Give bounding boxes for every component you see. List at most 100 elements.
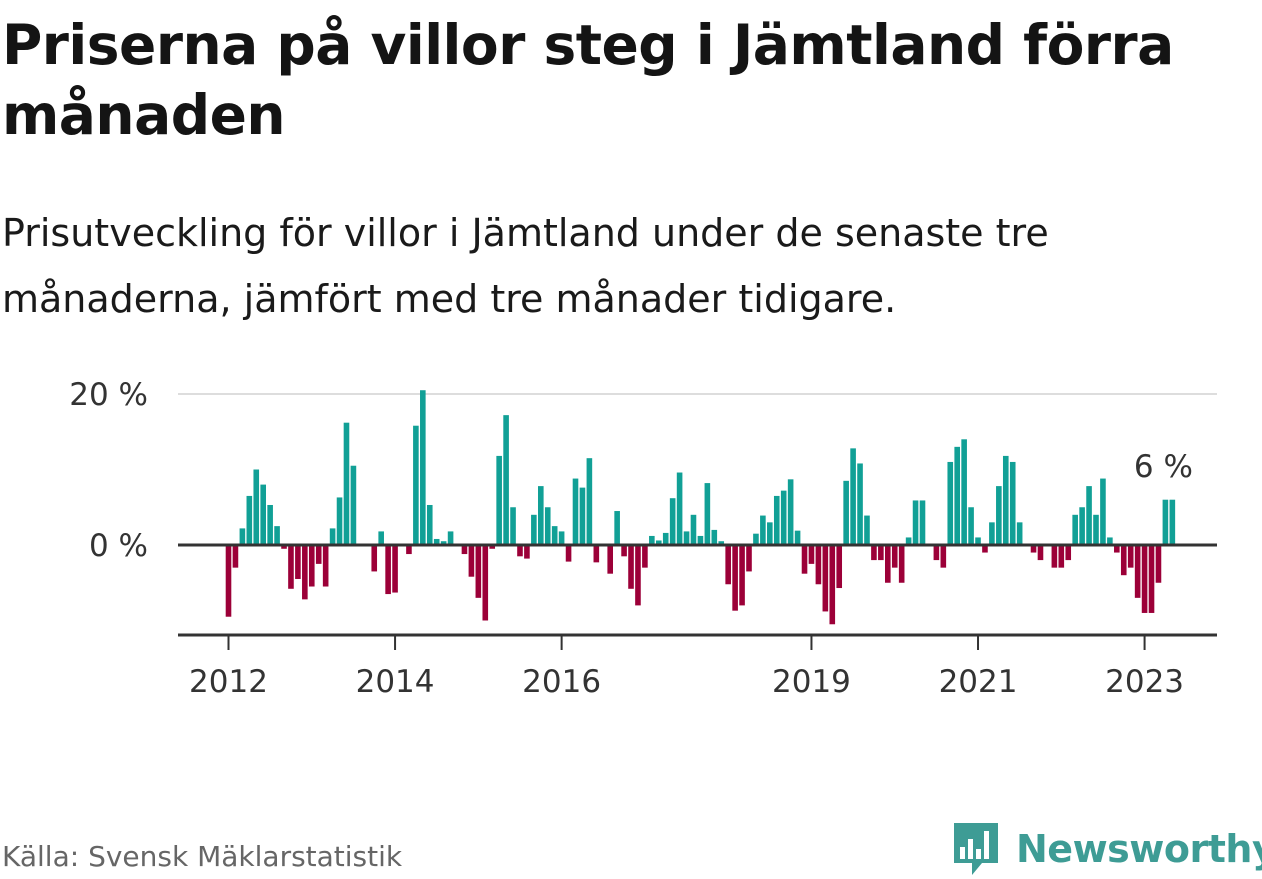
bar xyxy=(1058,545,1065,568)
bar xyxy=(246,495,253,545)
bar xyxy=(1107,537,1113,545)
bar xyxy=(232,545,239,568)
x-tick-label: 2014 xyxy=(356,664,435,700)
bar xyxy=(274,526,280,546)
bar xyxy=(767,522,773,545)
bar xyxy=(878,545,884,561)
bar xyxy=(1072,514,1078,545)
bar xyxy=(669,498,676,545)
bar xyxy=(1016,522,1023,545)
bar xyxy=(864,515,870,546)
bar xyxy=(322,545,329,587)
chart-title: Priserna på villor steg i Jämtland förra… xyxy=(2,13,1174,147)
bar xyxy=(503,415,509,545)
bar xyxy=(739,545,745,606)
bar xyxy=(871,545,877,561)
bar xyxy=(912,500,919,545)
bar xyxy=(989,522,995,545)
bar xyxy=(746,545,752,572)
bar xyxy=(267,504,273,546)
bar xyxy=(433,538,440,545)
bar xyxy=(621,545,627,557)
newsworthy-logo: Newsworthy xyxy=(952,820,1262,878)
bar xyxy=(489,545,496,549)
bar xyxy=(468,545,475,577)
bar xyxy=(954,446,960,545)
bar xyxy=(343,422,350,545)
x-tick-label: 2023 xyxy=(1105,664,1184,700)
bar xyxy=(1065,545,1072,561)
bar xyxy=(794,530,801,545)
bar xyxy=(579,487,586,545)
bar xyxy=(302,545,308,600)
bar xyxy=(891,545,898,568)
bar xyxy=(1120,545,1127,576)
x-tick-label: 2021 xyxy=(939,664,1018,700)
bar xyxy=(614,511,620,546)
bar xyxy=(385,545,391,595)
bar xyxy=(982,545,988,553)
bar xyxy=(1141,545,1148,613)
bar xyxy=(1169,499,1176,545)
bar xyxy=(975,537,981,545)
bar xyxy=(1009,461,1016,545)
bar xyxy=(649,535,655,545)
bar xyxy=(940,545,947,568)
bar xyxy=(885,545,891,583)
brand-name: Newsworthy xyxy=(1016,827,1262,871)
bar xyxy=(850,448,856,545)
bar xyxy=(662,532,669,545)
bar xyxy=(961,439,967,545)
source-note: Källa: Svensk Mäklarstatistik xyxy=(2,840,403,873)
bar xyxy=(1162,499,1169,545)
bar xyxy=(482,545,489,621)
bar xyxy=(1079,507,1085,545)
bar xyxy=(718,541,725,545)
bar xyxy=(517,545,523,557)
bar xyxy=(635,545,641,606)
bar xyxy=(843,480,849,545)
x-tick-label: 2012 xyxy=(189,664,268,700)
chart-subtitle: Prisutveckling för villor i Jämtland und… xyxy=(2,211,1049,321)
y-tick-label: 20 % xyxy=(69,377,148,413)
bar xyxy=(225,545,232,617)
bar xyxy=(822,545,829,612)
bar xyxy=(704,483,711,545)
bar xyxy=(426,504,433,546)
bar xyxy=(628,545,634,589)
bar xyxy=(239,528,246,545)
bar xyxy=(808,545,815,564)
bar xyxy=(1093,514,1099,545)
bar xyxy=(440,541,447,545)
bar xyxy=(378,531,384,545)
bar xyxy=(524,545,530,559)
bar xyxy=(947,461,954,545)
bar xyxy=(253,469,260,545)
bar xyxy=(461,545,468,555)
bar xyxy=(697,535,704,545)
bar xyxy=(836,545,843,589)
bar xyxy=(683,531,690,545)
bar-chart: 0 % 20 % 2012 2014 2016 2019 2021 2023 6 % xyxy=(69,377,1217,700)
x-tick-label: 2019 xyxy=(772,664,851,700)
bar xyxy=(447,531,454,545)
bar xyxy=(968,507,974,545)
bar xyxy=(510,507,516,545)
bar xyxy=(475,545,482,598)
bar xyxy=(392,545,398,593)
bar xyxy=(413,425,419,545)
bar xyxy=(315,545,322,564)
newsworthy-logo-icon xyxy=(954,823,998,875)
bar xyxy=(1002,455,1009,545)
bar xyxy=(586,458,593,545)
bar xyxy=(1127,545,1134,568)
bar xyxy=(857,463,863,545)
bar xyxy=(787,479,794,545)
bar xyxy=(933,545,940,561)
bar xyxy=(898,545,905,583)
bar xyxy=(815,545,822,585)
bar xyxy=(919,500,926,545)
bar xyxy=(829,545,836,625)
bar xyxy=(1155,545,1162,583)
bar xyxy=(593,545,600,563)
